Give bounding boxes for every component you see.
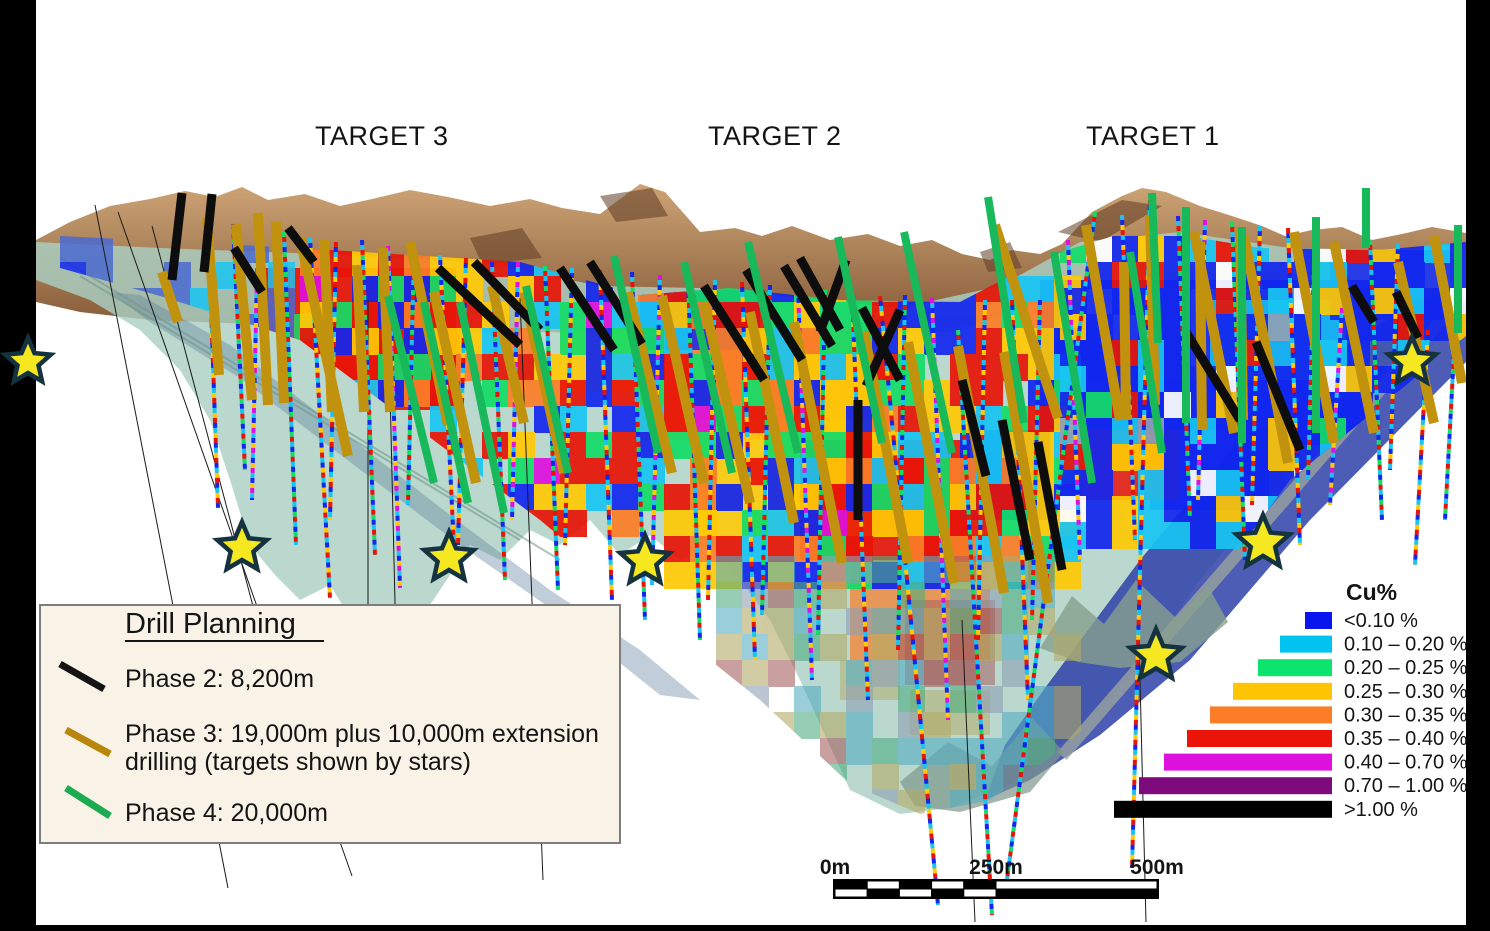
frame-bar-left <box>0 0 36 931</box>
drillhole <box>1328 307 1344 506</box>
drillhole <box>1443 333 1457 521</box>
cu-legend-swatch <box>1114 800 1332 818</box>
extension-target-stars <box>0 331 1442 683</box>
drillhole <box>896 294 907 651</box>
cu-legend-label: 0.25 – 0.30 % <box>1344 681 1468 703</box>
cu-legend-swatch <box>1258 659 1332 677</box>
target-star <box>1124 623 1188 683</box>
phase4-swatch-line <box>64 785 112 819</box>
drillhole <box>1066 239 1082 561</box>
drillhole <box>956 329 994 916</box>
cu-legend-rows: <0.10 %0.10 – 0.20 %0.20 – 0.25 %0.25 – … <box>1114 610 1468 821</box>
cu-legend-title: Cu% <box>1346 579 1397 605</box>
drill-planning-box <box>39 604 621 844</box>
drill-planning-legend: Drill Planning Phase 2: 8,200m Phase 3: … <box>39 604 621 844</box>
cu-legend-swatch <box>1164 753 1332 771</box>
drillhole <box>360 239 377 556</box>
cu-legend-label: <0.10 % <box>1344 610 1418 632</box>
scale-bar-label: 250m <box>969 856 1023 879</box>
drillhole <box>878 295 940 906</box>
frame-bar-right <box>1466 0 1490 931</box>
drill-planning-title: Drill Planning <box>125 608 296 640</box>
drillhole <box>282 231 298 546</box>
cu-legend-swatch <box>1233 682 1332 700</box>
scale-bar-label: 0m <box>820 856 850 879</box>
cu-legend-swatch <box>1210 706 1332 724</box>
target-star <box>614 529 676 587</box>
drillhole <box>1286 227 1302 546</box>
target-star <box>211 516 273 574</box>
target-2-label: TARGET 2 <box>708 121 842 151</box>
target-1-label: TARGET 1 <box>1086 121 1220 151</box>
frame-bar-bottom <box>0 925 1490 931</box>
phase3-label-line1: Phase 3: 19,000m plus 10,000m extension <box>125 720 599 748</box>
scale-bar-label: 500m <box>1130 856 1184 879</box>
cu-grade-legend: Cu% <0.10 %0.10 – 0.20 %0.20 – 0.25 %0.2… <box>1114 579 1468 821</box>
phase4-label: Phase 4: 20,000m <box>125 799 328 827</box>
target-star <box>418 526 480 584</box>
cu-legend-label: 0.40 – 0.70 % <box>1344 752 1468 774</box>
cu-legend-swatch <box>1139 777 1332 795</box>
target-star <box>1382 331 1442 387</box>
phase2-label: Phase 2: 8,200m <box>125 665 314 693</box>
drillhole <box>1130 199 1152 869</box>
cu-legend-label: 0.70 – 1.00 % <box>1344 775 1468 797</box>
drillhole <box>1368 239 1384 521</box>
phase2-swatch-line <box>58 660 106 693</box>
target-3-label: TARGET 3 <box>315 121 449 151</box>
cu-legend-label: 0.10 – 0.20 % <box>1344 634 1468 656</box>
phase3-swatch-line <box>64 726 112 758</box>
cu-legend-label: 0.35 – 0.40 % <box>1344 728 1468 750</box>
phase3-label-line2: drilling (targets shown by stars) <box>125 748 471 776</box>
cu-legend-label: 0.30 – 0.35 % <box>1344 704 1468 726</box>
drillhole <box>563 267 574 546</box>
cu-legend-label: >1.00 % <box>1344 799 1418 821</box>
phase4-planned-holes <box>384 188 1462 514</box>
cu-legend-label: 0.20 – 0.25 % <box>1344 657 1468 679</box>
target-star <box>1230 509 1296 571</box>
scale-bar: 0m 250m 500m <box>820 856 1184 899</box>
cu-legend-swatch <box>1280 635 1332 653</box>
drillhole <box>1003 211 1097 896</box>
cu-legend-swatch <box>1187 730 1332 747</box>
target-star <box>0 332 57 387</box>
drillhole <box>1250 225 1262 506</box>
cu-legend-swatch <box>1305 612 1332 629</box>
